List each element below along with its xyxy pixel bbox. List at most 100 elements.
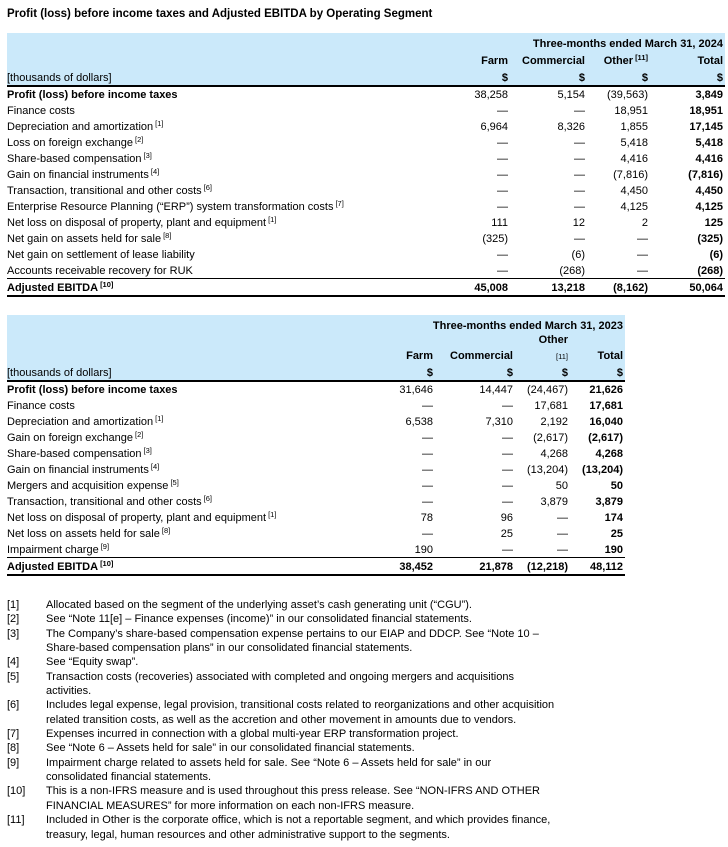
footnote-marker: [11] [7,814,25,827]
cell-farm: — [432,262,508,279]
footnote-ref: [8] [161,526,171,535]
table-row: Share-based compensation [3] — — 4,268 4,… [7,445,625,461]
cell-total: 50,064 [648,278,726,297]
currency-symbol: $ [433,363,513,382]
table-row: Finance costs — — 17,681 17,681 [7,397,625,413]
footnote-ref: [10] [100,280,114,289]
cell-commercial: 7,310 [485,416,513,428]
row-label: Gain on financial instruments [4] [7,167,160,181]
period-header: Three-months ended March 31, 2024 [7,33,726,51]
footnote-ref: [7] [335,199,344,208]
currency-symbol: $ [322,363,433,382]
cell-farm: — [497,201,508,213]
segment-table-2023: Three-months ended March 31, 2023 Other … [7,315,626,576]
cell-commercial: — [574,185,585,197]
table-row: Profit (loss) before income taxes 31,646… [7,381,625,397]
footnote-item: [11] Included in Other is the corporate … [7,813,721,842]
row-label: Profit (loss) before income taxes [7,89,178,101]
adjusted-ebitda-row: Adjusted EBITDA [10] 38,452 21,878 (12,21… [7,557,626,576]
cell-other: (24,467) [527,384,568,396]
cell-other: 50 [555,480,568,492]
cell-total: (6) [709,249,724,261]
footnote-ref: [1] [268,510,277,519]
cell-commercial: 14,447 [479,384,513,396]
row-label: Loss on foreign exchange [2] [7,135,144,149]
cell-commercial: 25 [500,528,513,540]
table-row: Net gain on assets held for sale [8] (325… [7,230,725,246]
column-header-commercial: Commercial [508,51,585,68]
cell-total: 3,879 [595,496,624,508]
row-label: Adjusted EBITDA [10] [7,557,322,576]
column-header-other: Other [513,333,568,347]
cell-other: 4,450 [620,185,648,197]
cell-farm: — [497,169,508,181]
footnote-item: [9] Impairment charge related to assets … [7,756,721,785]
cell-total: 48,112 [568,557,626,576]
currency-symbol: $ [568,363,626,382]
footnote-ref: [4] [150,167,160,176]
footnotes-section: [1] Allocated based on the segment of th… [7,598,721,842]
cell-commercial: — [574,233,585,245]
footnote-ref: [6] [203,494,212,503]
footnote-text: Transaction costs (recoveries) associate… [46,670,514,698]
cell-total: 16,040 [589,416,624,428]
cell-other: 2 [641,217,648,229]
cell-farm: 38,452 [322,557,433,576]
cell-total: 17,145 [689,121,724,133]
currency-symbol: $ [508,68,585,87]
cell-total: 4,125 [695,201,724,213]
cell-total: (13,204) [582,464,624,476]
cell-other: — [513,541,568,558]
row-label: Share-based compensation [3] [7,151,152,165]
cell-farm: — [422,464,433,476]
table-header-row: Farm Commercial Other [11] Total [7,51,726,68]
row-label: Profit (loss) before income taxes [7,384,178,396]
table-header-row: Three-months ended March 31, 2023 [7,315,626,333]
cell-other: 18,951 [614,105,648,117]
footnote-ref: [1] [155,414,164,423]
footnote-marker: [5] [7,670,20,683]
cell-commercial: 96 [500,512,513,524]
cell-total: 4,268 [595,448,624,460]
table-header-row: Three-months ended March 31, 2024 [7,33,726,51]
table-row: Finance costs — — 18,951 18,951 [7,102,725,118]
footnote-ref: [2] [134,135,144,144]
table-row: Loss on foreign exchange [2] — — 5,418 5,… [7,134,725,150]
column-header-farm: Farm [322,347,433,363]
footnote-marker: [6] [7,699,20,712]
table-header-row: [thousands of dollars] $ $ $ $ [7,68,726,87]
footnote-ref: [11] [635,53,648,62]
table-row: Impairment charge [9] 190 — — 190 [7,541,626,558]
row-label: Enterprise Resource Planning (“ERP”) sys… [7,199,344,213]
table-row: Enterprise Resource Planning (“ERP”) sys… [7,198,725,214]
table-row: Net loss on disposal of property, plant … [7,509,625,525]
footnote-text: See “Equity swap”. [46,656,139,669]
footnote-item: [4] See “Equity swap”. [7,655,721,669]
unit-label: [thousands of dollars] [7,363,322,382]
cell-total: (268) [648,262,726,279]
table-header-row: Other [7,333,626,347]
column-header-total: Total [648,51,726,68]
cell-other: — [557,528,568,540]
footnote-text: The Company’s share-based compensation e… [46,627,539,655]
row-label: Share-based compensation [3] [7,446,152,460]
cell-farm: — [497,185,508,197]
cell-farm: — [422,496,433,508]
cell-commercial: — [574,169,585,181]
cell-other: (7,816) [613,169,648,181]
cell-farm: 111 [491,217,508,229]
footnote-marker: [7] [7,728,20,741]
cell-total: 25 [610,528,624,540]
footnote-marker: [1] [7,599,20,611]
table-row: Profit (loss) before income taxes 38,258… [7,86,725,102]
row-label: Impairment charge [9] [7,541,322,558]
footnote-ref: [6] [203,183,212,192]
cell-total: 18,951 [689,105,724,117]
table-row: Share-based compensation [3] — — 4,416 4,… [7,150,725,166]
cell-commercial: — [574,201,585,213]
cell-other: 17,681 [534,400,568,412]
cell-farm: — [497,137,508,149]
cell-other: — [557,512,568,524]
row-label: Depreciation and amortization [1] [7,119,164,133]
cell-commercial: — [574,153,585,165]
